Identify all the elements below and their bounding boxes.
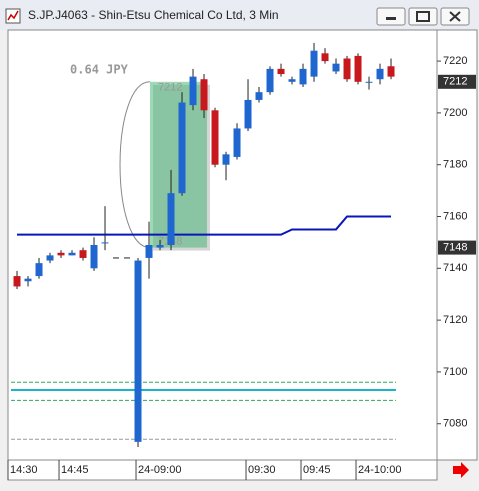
maximize-button[interactable] <box>408 7 438 26</box>
y-tick-label: 7100 <box>443 366 467 378</box>
minimize-button[interactable] <box>376 7 406 26</box>
measure-bracket <box>119 81 151 249</box>
candle-body <box>211 110 219 165</box>
y-tick-label: 7180 <box>443 159 467 171</box>
candle-body <box>233 128 241 157</box>
candle-body <box>310 50 318 77</box>
candle-body <box>321 53 329 62</box>
last-price-badge <box>438 74 476 89</box>
candle-body <box>222 154 230 165</box>
candle-body <box>156 245 164 248</box>
candle-body <box>46 255 54 261</box>
plot: 7080 7100 7120 7140 7160 7180 7200 7220 14:30 14:… <box>7 42 476 480</box>
y-tick-label: 7120 <box>443 314 467 326</box>
last-price-badge-label: 7212 <box>443 76 467 88</box>
candle-body <box>79 250 87 258</box>
marker-price-badge-label: 7148 <box>443 241 467 253</box>
y-tick-label: 7140 <box>443 262 467 274</box>
minimize-icon <box>386 17 396 20</box>
candle-body <box>101 242 109 244</box>
marker-price-badge <box>438 240 476 255</box>
candle-body <box>178 102 186 194</box>
plot-area <box>7 29 438 461</box>
candle-body <box>35 263 43 277</box>
candle-body <box>343 58 351 80</box>
candle-body <box>332 63 340 72</box>
candle-body <box>266 68 274 93</box>
candle-body <box>277 68 285 75</box>
candle-body <box>90 245 98 269</box>
y-tick-label: 7220 <box>443 55 467 67</box>
candle-body <box>244 99 252 129</box>
window-icon-graph <box>7 10 19 21</box>
candle-body <box>288 79 296 82</box>
candle-body <box>167 193 175 245</box>
x-tick-label: 24-10:00 <box>358 464 401 476</box>
candle-body <box>299 68 307 85</box>
x-tick-label: 09:30 <box>248 464 276 476</box>
window-buttons[interactable] <box>376 7 470 26</box>
x-tick-label: 14:45 <box>61 464 89 476</box>
y-tick-label: 7160 <box>443 210 467 222</box>
measure-label: 0.64 JPY <box>70 62 129 76</box>
candle-body <box>57 252 65 256</box>
candle-body <box>365 81 373 83</box>
x-tick-label: 24-09:00 <box>138 464 181 476</box>
maximize-icon <box>416 11 430 22</box>
candle-body <box>68 252 76 256</box>
candle-body <box>376 68 384 80</box>
y-tick-label: 7200 <box>443 107 467 119</box>
candle-body <box>145 245 153 258</box>
candle-body <box>24 278 32 282</box>
candle-body <box>13 276 21 287</box>
y-tick-label: 7080 <box>443 418 467 430</box>
indicator-line <box>17 215 392 236</box>
x-tick-label: 09:45 <box>303 464 331 476</box>
window-title: S.JP.J4063 - Shin-Etsu Chemical Co Ltd, … <box>28 8 279 22</box>
x-tick-label: 14:30 <box>10 464 38 476</box>
candle-body <box>189 76 197 106</box>
candle-body <box>354 55 362 82</box>
candle-body <box>255 92 263 100</box>
candle-body <box>134 260 142 442</box>
close-icon <box>449 11 461 22</box>
candle-body <box>387 66 395 77</box>
measure-high-label: 7212 <box>158 82 182 94</box>
candle-body <box>200 79 208 111</box>
scroll-arrow[interactable] <box>453 462 469 478</box>
